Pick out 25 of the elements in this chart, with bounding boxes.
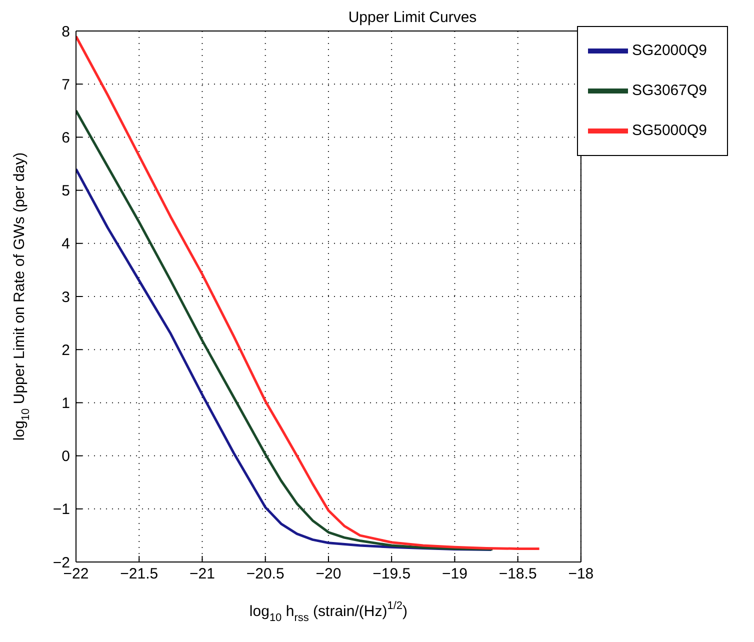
x-tick-label: −20: [316, 566, 342, 583]
y-tick-label: 8: [62, 23, 70, 40]
y-tick-label: 5: [62, 182, 70, 200]
y-tick-label: 3: [62, 288, 70, 306]
legend-label: SG2000Q9: [632, 42, 707, 59]
x-tick-label: −20.5: [246, 566, 284, 583]
x-tick-label: −19: [442, 566, 468, 583]
y-tick-label: 6: [62, 130, 70, 147]
y-tick-label: −2: [52, 554, 70, 572]
legend-label: SG5000Q9: [632, 122, 707, 139]
x-tick-label: −21.5: [120, 566, 158, 583]
x-tick-label: −19.5: [372, 566, 411, 583]
x-axis-title: log$_{10}$ h$_{rss}$ (strain/(Hz)$^{1/2}$): [249, 600, 408, 624]
x-tick-label: −21: [190, 566, 215, 583]
y-tick-label: 0: [62, 448, 70, 466]
y-tick-label: 7: [62, 76, 70, 94]
y-tick-label: 1: [62, 395, 70, 412]
line-series: [76, 35, 541, 550]
y-tick-label: −1: [52, 501, 70, 518]
x-tick-label: −18: [568, 566, 594, 583]
chart-title: Upper Limit Curves: [348, 9, 477, 26]
y-tick-label: 4: [62, 236, 70, 253]
x-tick-label: −18.5: [498, 566, 537, 583]
legend-label: SG3067Q9: [632, 82, 707, 99]
y-tick-label: 2: [62, 342, 70, 359]
